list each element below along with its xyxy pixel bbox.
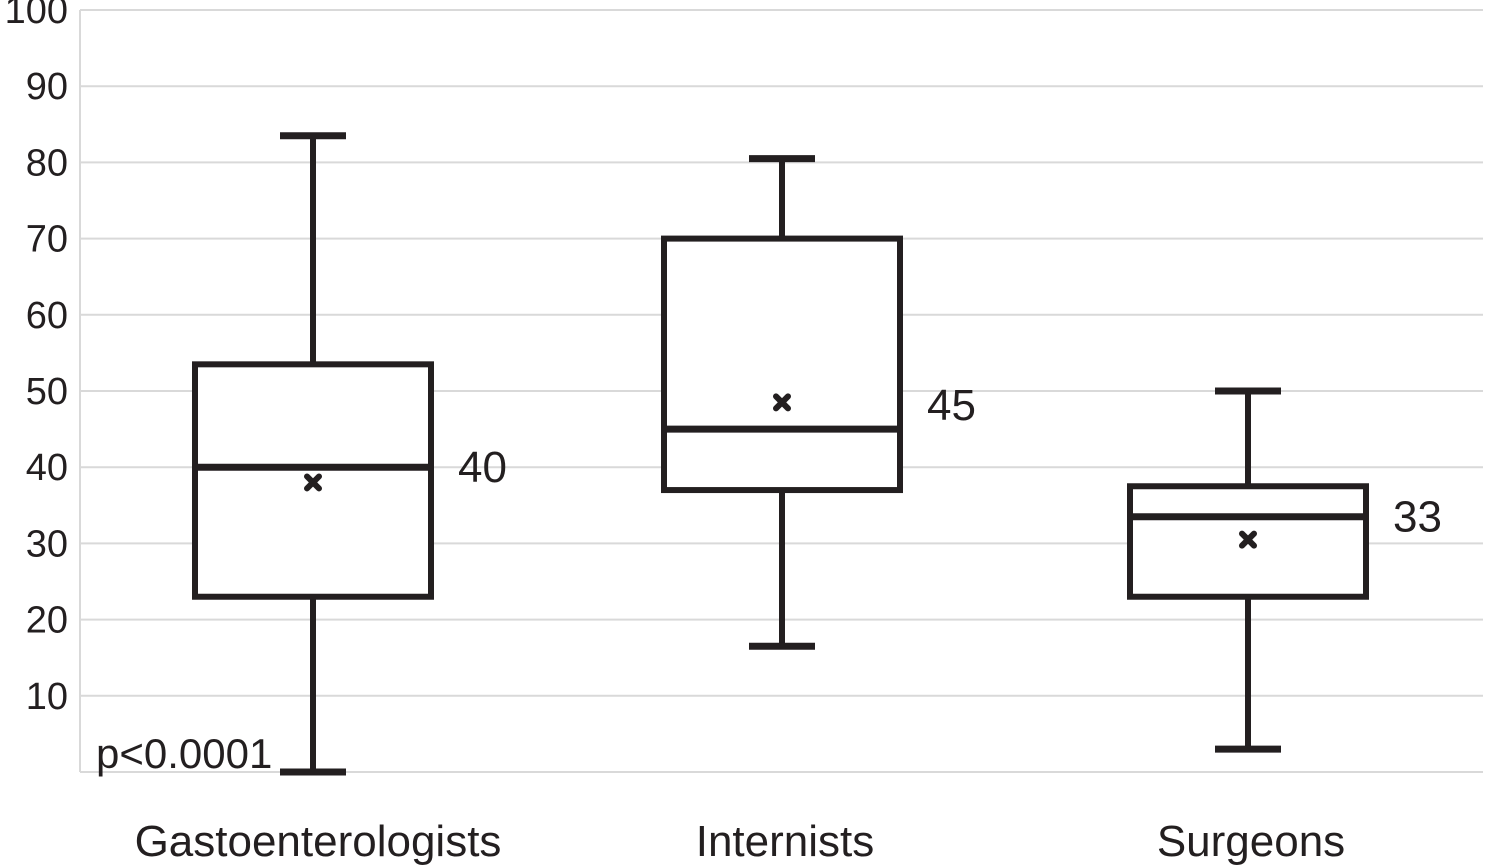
y-tick-label: 90 <box>26 66 68 108</box>
x-category-label: Internists <box>696 817 875 866</box>
mean-marker <box>304 473 322 492</box>
median-value-label: 40 <box>458 443 507 492</box>
mean-marker-stroke <box>304 473 322 492</box>
x-axis-categories: Gastoenterologists Internists Surgeons <box>135 817 1346 866</box>
iqr-box <box>661 235 903 494</box>
mean-marker-stroke <box>1239 530 1257 549</box>
x-category-label: Surgeons <box>1157 817 1345 866</box>
y-tick-label: 70 <box>26 219 68 261</box>
mean-marker <box>1239 530 1257 549</box>
box-group: 33 <box>1127 387 1442 753</box>
box-group: 45 <box>661 155 976 650</box>
y-tick-label: 80 <box>26 142 68 184</box>
median-value-label: 33 <box>1393 493 1442 542</box>
y-tick-label: 60 <box>26 295 68 337</box>
y-tick-label: 40 <box>26 447 68 489</box>
y-tick-label: 30 <box>26 523 68 565</box>
y-tick-label: 100 <box>5 0 68 32</box>
x-category-label: Gastoenterologists <box>135 817 502 866</box>
mean-marker <box>773 393 791 412</box>
y-tick-label: 10 <box>26 676 68 718</box>
y-tick-label: 20 <box>26 600 68 642</box>
boxes: 40 45 33 <box>192 132 1442 776</box>
p-value-annotation: p<0.0001 <box>96 730 272 777</box>
y-axis-ticks: 10 20 30 40 50 60 70 80 90 100 <box>5 0 68 718</box>
median-value-label: 45 <box>927 381 976 430</box>
mean-marker-stroke <box>773 393 791 412</box>
y-tick-label: 50 <box>26 371 68 413</box>
box-group: 40 <box>192 132 507 776</box>
